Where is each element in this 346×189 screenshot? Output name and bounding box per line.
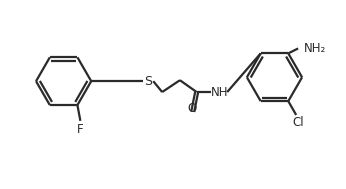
Text: S: S <box>144 75 152 88</box>
Text: F: F <box>77 123 84 136</box>
Text: NH₂: NH₂ <box>304 42 326 55</box>
Text: Cl: Cl <box>292 116 304 129</box>
Text: O: O <box>187 102 196 115</box>
Text: NH: NH <box>211 86 228 98</box>
